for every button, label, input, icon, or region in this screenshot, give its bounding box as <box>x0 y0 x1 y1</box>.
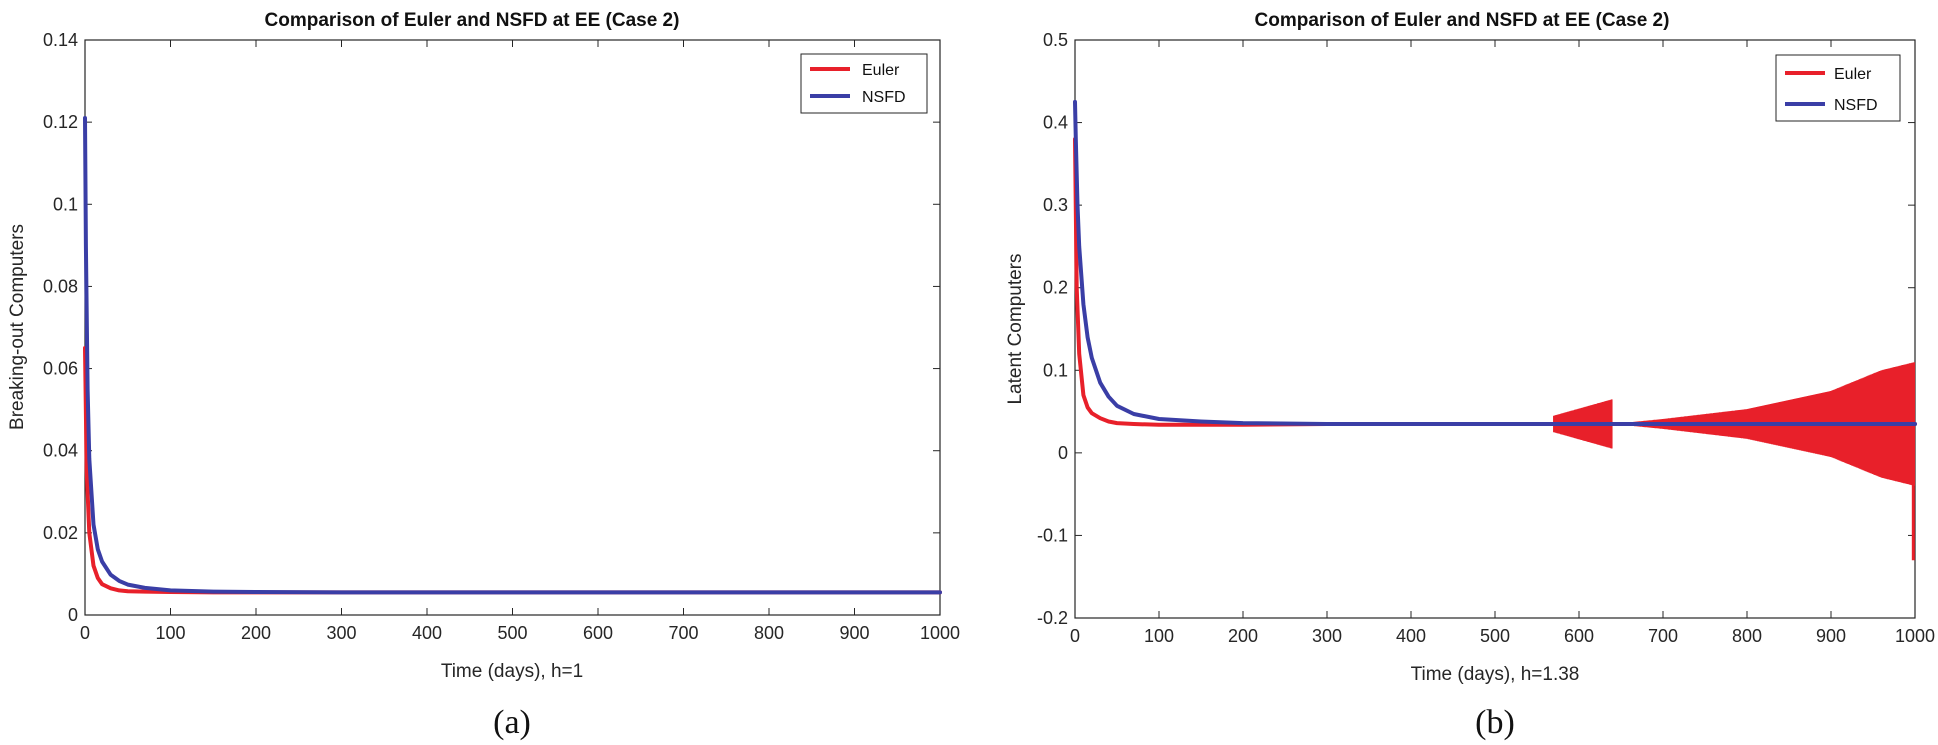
y-axis-label: Latent Computers <box>1005 253 1026 404</box>
y-tick-label: 0.14 <box>43 30 78 50</box>
y-tick-label: 0.02 <box>43 523 78 543</box>
x-tick-label: 700 <box>668 623 698 643</box>
x-tick-label: 500 <box>1480 626 1510 646</box>
y-tick-label: 0 <box>1058 443 1068 463</box>
y-tick-label: 0.1 <box>1043 360 1068 380</box>
y-tick-label: 0.2 <box>1043 278 1068 298</box>
legend: Euler NSFD <box>1775 54 1901 122</box>
legend-label-nsfd: NSFD <box>862 89 906 106</box>
y-tick-label: 0.4 <box>1043 113 1068 133</box>
plot-area <box>1074 39 1916 619</box>
x-tick-label: 800 <box>1732 626 1762 646</box>
series-line-euler <box>1073 137 1917 427</box>
x-tick-label: 1000 <box>1895 626 1935 646</box>
y-tick-label: 0.06 <box>43 359 78 379</box>
y-tick-label: 0.5 <box>1043 30 1068 50</box>
x-tick-label: 100 <box>1144 626 1174 646</box>
x-tick-label: 200 <box>1228 626 1258 646</box>
x-tick-label: 400 <box>412 623 442 643</box>
y-tick-label: 0.12 <box>43 112 78 132</box>
x-tick-label: 600 <box>583 623 613 643</box>
legend: Euler NSFD <box>800 53 928 114</box>
y-tick-label: 0.08 <box>43 276 78 296</box>
x-tick-label: 800 <box>754 623 784 643</box>
x-tick-label: 300 <box>326 623 356 643</box>
x-tick-label: 900 <box>839 623 869 643</box>
y-tick-label: 0 <box>68 605 78 625</box>
chart-panel-b: Comparison of Euler and NSFD at EE (Case… <box>1005 10 1935 741</box>
y-tick-label: 0.3 <box>1043 195 1068 215</box>
y-axis-label: Breaking-out Computers <box>7 224 28 430</box>
legend-box <box>1775 54 1901 122</box>
x-tick-label: 500 <box>497 623 527 643</box>
legend-label-euler: Euler <box>1834 66 1872 83</box>
x-tick-label: 400 <box>1396 626 1426 646</box>
y-tick-label: -0.1 <box>1037 525 1068 545</box>
legend-label-euler: Euler <box>862 62 900 79</box>
panel-label: (b) <box>1475 704 1515 741</box>
x-tick-label: 600 <box>1564 626 1594 646</box>
x-tick-label: 200 <box>241 623 271 643</box>
x-tick-label: 0 <box>1070 626 1080 646</box>
series-line-nsfd <box>83 116 942 595</box>
x-tick-label: 900 <box>1816 626 1846 646</box>
y-tick-label: 0.1 <box>53 194 78 214</box>
x-axis-label: Time (days), h=1 <box>441 661 583 682</box>
x-tick-label: 0 <box>80 623 90 643</box>
y-tick-label: -0.2 <box>1037 608 1068 628</box>
x-axis-label: Time (days), h=1.38 <box>1411 664 1580 685</box>
x-tick-label: 1000 <box>920 623 960 643</box>
series-line-nsfd <box>1073 99 1917 426</box>
chart-title: Comparison of Euler and NSFD at EE (Case… <box>1255 10 1670 31</box>
legend-box <box>800 53 928 114</box>
panel-label: (a) <box>493 704 531 741</box>
legend-label-nsfd: NSFD <box>1834 97 1878 114</box>
x-tick-label: 100 <box>155 623 185 643</box>
plot-area <box>84 39 941 616</box>
chart-panel-a: Comparison of Euler and NSFD at EE (Case… <box>7 10 960 741</box>
x-tick-label: 300 <box>1312 626 1342 646</box>
chart-title: Comparison of Euler and NSFD at EE (Case… <box>265 10 680 31</box>
x-tick-label: 700 <box>1648 626 1678 646</box>
y-tick-label: 0.04 <box>43 441 78 461</box>
